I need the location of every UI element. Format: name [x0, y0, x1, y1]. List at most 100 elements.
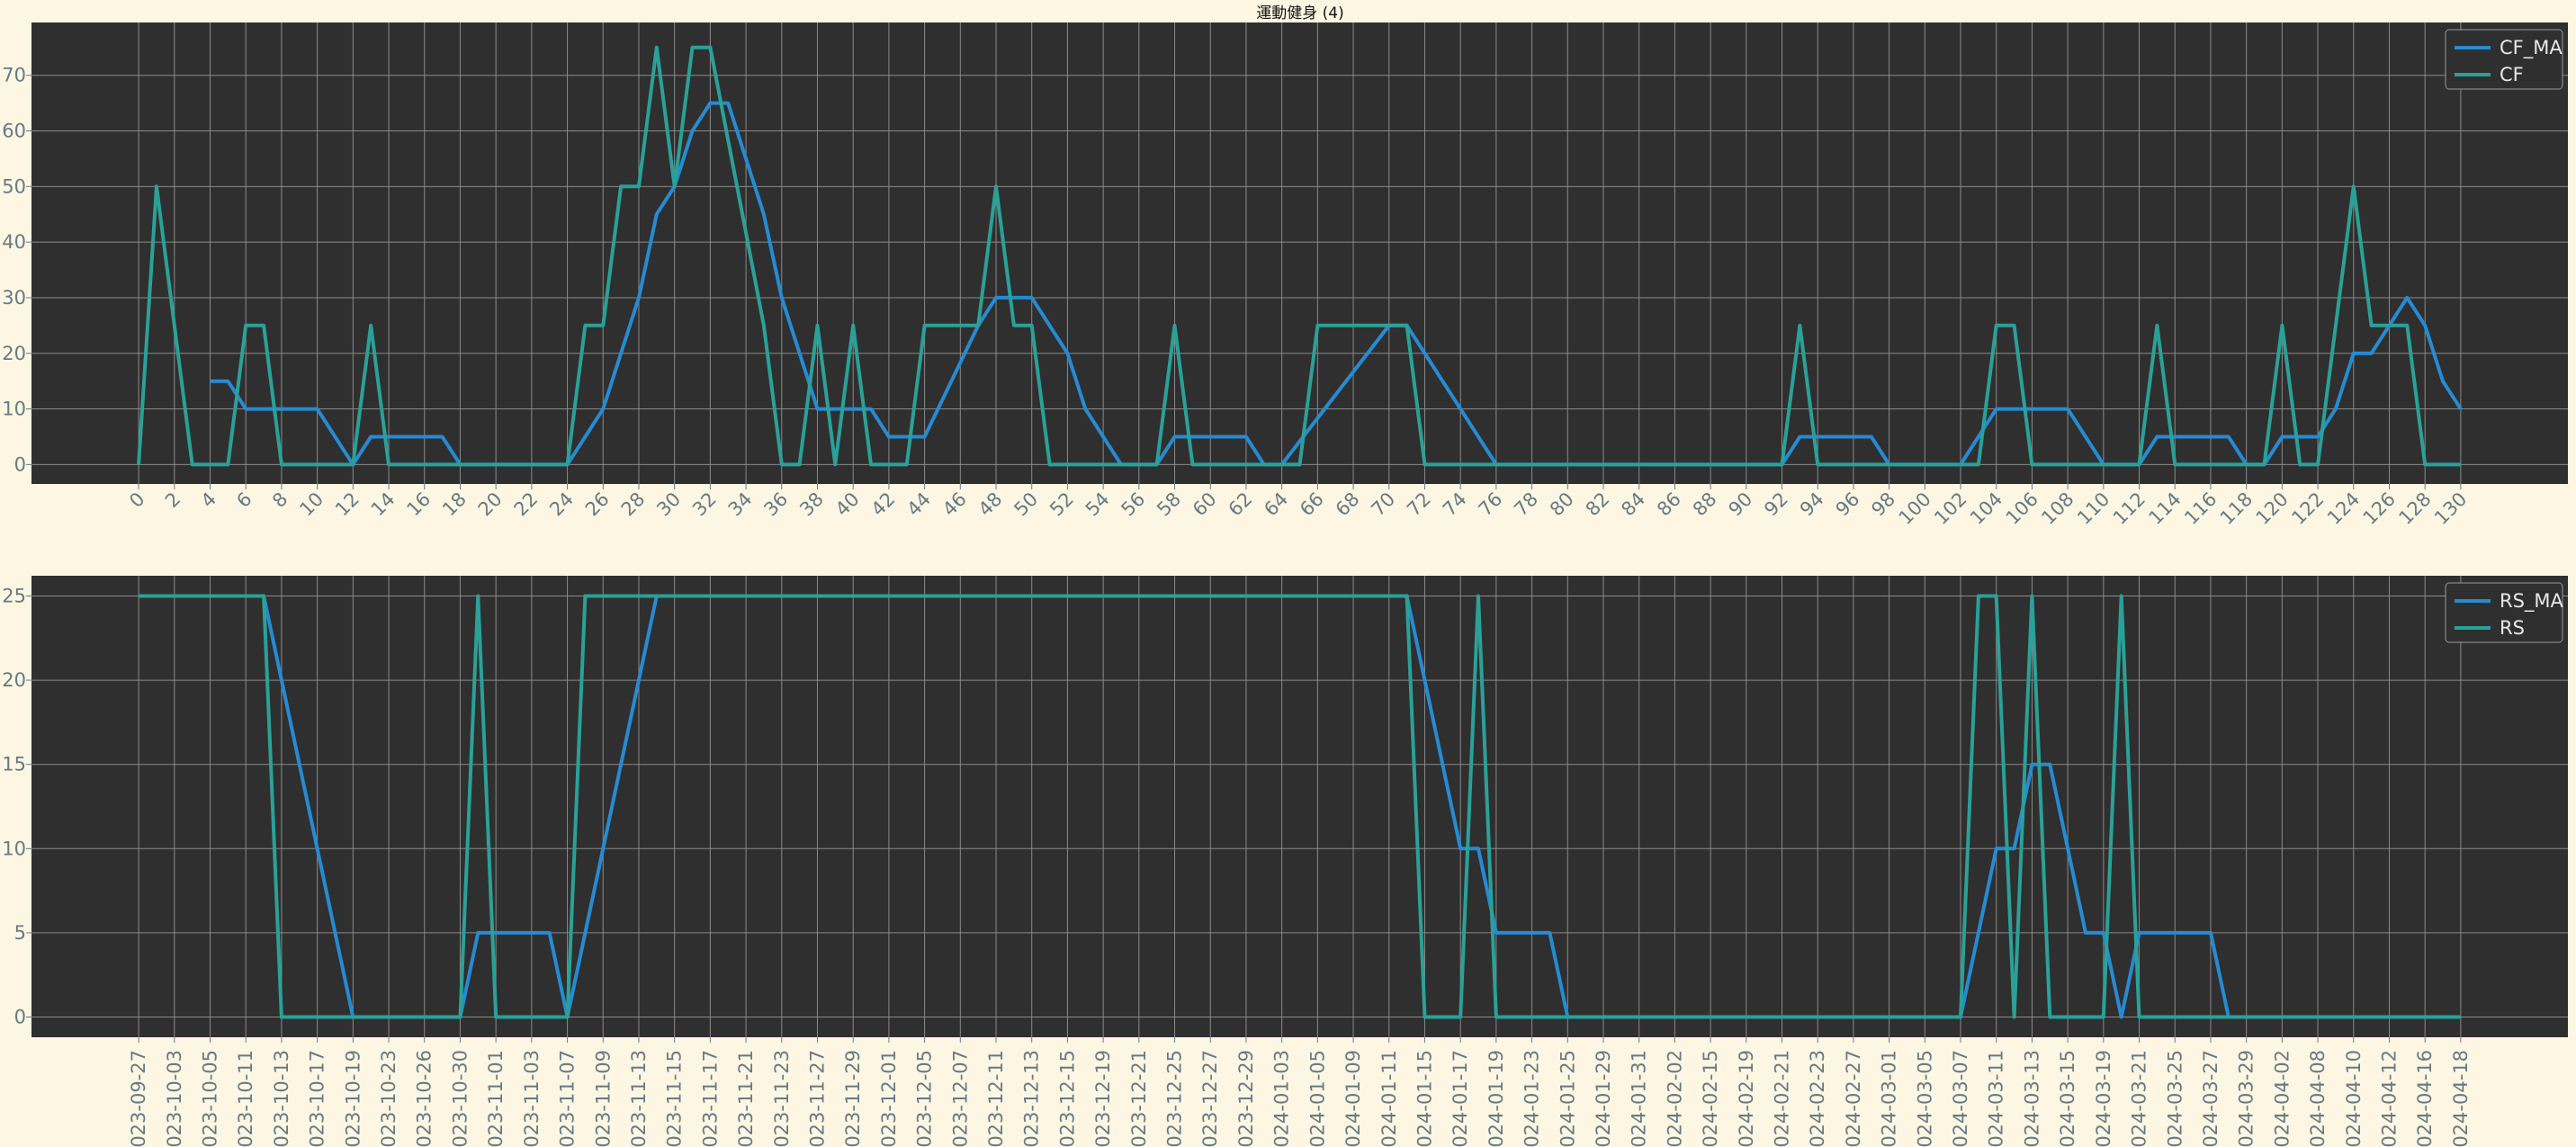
x-tick-label: 2023-11-15: [664, 1050, 686, 1147]
x-tick-label: 2023-11-13: [628, 1050, 650, 1147]
x-tick-label: 64: [1260, 488, 1292, 521]
y-tick-label: 0: [14, 1007, 26, 1028]
x-tick-label: 80: [1546, 488, 1578, 521]
x-tick-label: 50: [1010, 488, 1042, 521]
x-tick-label: 2023-10-17: [307, 1050, 328, 1147]
x-tick-label: 24: [545, 488, 578, 521]
x-tick-label: 2024-02-27: [1843, 1050, 1864, 1147]
x-tick-label: 114: [2144, 488, 2185, 529]
x-tick-label: 18: [438, 488, 471, 521]
legend: RS_MA RS: [2445, 582, 2564, 643]
x-tick-label: 2024-03-15: [2057, 1050, 2078, 1147]
x-tick-label: 102: [1930, 488, 1970, 529]
x-tick-label: 20: [474, 488, 507, 521]
x-tick-label: 2024-03-01: [1879, 1050, 1900, 1147]
x-tick-label: 56: [1117, 488, 1149, 521]
x-tick-label: 90: [1724, 488, 1756, 521]
legend: CF_MA CF: [2445, 29, 2563, 90]
x-tick-label: 0: [125, 488, 148, 512]
x-tick-label: 2023-12-15: [1056, 1050, 1078, 1147]
y-tick-label: 60: [2, 121, 26, 142]
x-tick-label: 2023-12-05: [914, 1050, 936, 1147]
y-tick-label: 30: [2, 287, 26, 309]
x-tick-label: 2023-12-21: [1128, 1050, 1150, 1147]
legend-label: RS_MA: [2500, 590, 2564, 613]
x-tick-label: 34: [724, 488, 757, 521]
x-tick-label: 4: [197, 488, 220, 512]
x-tick-label: 2023-12-07: [949, 1050, 971, 1147]
x-tick-label: 2024-01-25: [1557, 1050, 1578, 1147]
x-tick-label: 2023-12-13: [1021, 1050, 1043, 1147]
x-tick-label: 30: [652, 488, 685, 521]
x-tick-label: 88: [1689, 488, 1721, 521]
x-tick-label: 2023-10-03: [164, 1050, 185, 1147]
chart-title: 運動健身 (4): [1256, 4, 1343, 22]
x-tick-label: 100: [1895, 488, 1935, 529]
x-tick-label: 98: [1867, 488, 1899, 521]
y-tick-label: 0: [14, 453, 26, 475]
legend-label: CF_MA: [2500, 37, 2563, 59]
y-tick-label: 20: [2, 343, 26, 364]
x-tick-label: 84: [1617, 488, 1649, 521]
y-tick-label: 5: [14, 922, 26, 944]
x-tick-label: 2023-10-23: [378, 1050, 399, 1147]
y-tick-label: 70: [2, 65, 26, 86]
y-tick-label: 20: [2, 669, 26, 691]
x-tick-label: 130: [2430, 488, 2471, 529]
x-tick-label: 106: [2002, 488, 2042, 529]
x-tick-label: 116: [2180, 488, 2221, 529]
x-tick-label: 2024-03-05: [1914, 1050, 1935, 1147]
x-tick-label: 12: [331, 488, 364, 521]
x-tick-label: 72: [1403, 488, 1435, 521]
x-tick-label: 2023-09-27: [128, 1050, 149, 1147]
x-tick-label: 2024-01-23: [1521, 1050, 1543, 1147]
x-tick-label: 2024-01-05: [1306, 1050, 1328, 1147]
y-tick-label: 10: [2, 399, 26, 420]
x-tick-label: 2024-04-10: [2343, 1050, 2365, 1147]
x-tick-label: 92: [1760, 488, 1792, 521]
x-tick-label: 120: [2252, 488, 2293, 529]
series-line-cf: [137, 45, 2461, 467]
x-tick-label: 74: [1439, 488, 1471, 521]
x-tick-label: 60: [1189, 488, 1221, 521]
x-tick-label: 110: [2073, 488, 2114, 529]
x-tick-label: 124: [2323, 488, 2364, 529]
x-tick-label: 122: [2287, 488, 2328, 529]
x-tick-label: 2023-11-01: [485, 1050, 507, 1147]
y-tick-label: 15: [2, 754, 26, 775]
x-tick-label: 2024-03-21: [2129, 1050, 2150, 1147]
x-tick-label: 16: [402, 488, 435, 521]
x-tick-label: 2024-04-18: [2450, 1050, 2472, 1147]
plot-area: [31, 22, 2568, 484]
x-tick-label: 2024-02-15: [1700, 1050, 1721, 1147]
x-tick-label: 42: [867, 488, 900, 521]
bottom-chart-rs: 2023-09-27 2023-10-03 2023-10-05 2023-10-11…: [2, 576, 2568, 1147]
x-tick-label: 32: [688, 488, 721, 521]
x-tick-label: 2023-10-19: [342, 1050, 364, 1147]
series-line-rs: [139, 594, 2461, 1019]
x-tick-label: 2023-12-27: [1199, 1050, 1221, 1147]
x-tick-label: 26: [581, 488, 614, 521]
x-tick-label: 70: [1367, 488, 1399, 521]
x-tick-label: 108: [2037, 488, 2078, 529]
x-tick-label: 2024-02-23: [1807, 1050, 1828, 1147]
x-tick-label: 2023-11-21: [735, 1050, 757, 1147]
x-tick-label: 40: [831, 488, 864, 521]
x-tick-label: 62: [1225, 488, 1257, 521]
x-tick-label: 28: [617, 488, 650, 521]
x-tick-label: 76: [1475, 488, 1507, 521]
x-tick-label: 44: [902, 488, 935, 521]
x-tick-label: 2024-01-03: [1271, 1050, 1293, 1147]
x-tick-label: 2024-01-11: [1378, 1050, 1400, 1147]
x-tick-label: 38: [795, 488, 828, 521]
x-tick-label: 2024-02-19: [1736, 1050, 1757, 1147]
y-tick-label: 50: [2, 175, 26, 197]
x-tick-label: 2023-11-17: [699, 1050, 721, 1147]
plot-area: [31, 576, 2568, 1037]
x-tick-label: 2024-03-13: [2021, 1050, 2042, 1147]
x-tick-label: 2024-03-19: [2093, 1050, 2114, 1147]
x-tick-label: 2023-11-23: [771, 1050, 793, 1147]
x-tick-label: 2024-03-29: [2236, 1050, 2257, 1147]
x-tick-label: 48: [974, 488, 1007, 521]
